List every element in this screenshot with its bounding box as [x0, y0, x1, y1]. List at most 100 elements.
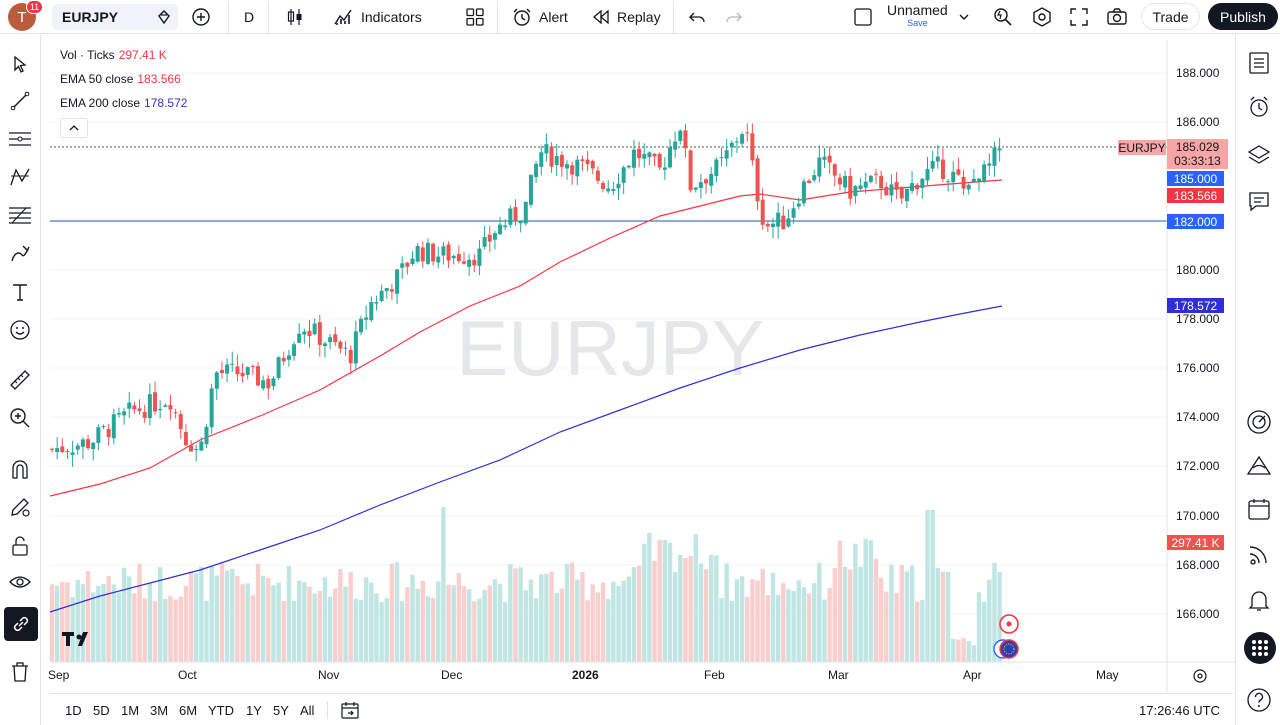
snapshot-camera-icon[interactable] — [1106, 5, 1128, 29]
indicators-button[interactable]: Indicators — [333, 5, 422, 29]
candle-body — [539, 152, 544, 167]
volume-bar — [652, 560, 657, 662]
tradingview-logo-icon[interactable] — [62, 632, 88, 646]
range-all-button[interactable]: All — [300, 703, 315, 718]
ema200-legend[interactable]: EMA 200 close 178.572 — [60, 96, 187, 110]
replay-button[interactable]: Replay — [591, 5, 661, 29]
brush-icon[interactable] — [8, 242, 32, 266]
volume-bar — [765, 595, 771, 662]
ema50-legend[interactable]: EMA 50 close 183.566 — [60, 72, 181, 86]
indicators-icon — [334, 9, 352, 25]
trash-icon[interactable] — [8, 660, 32, 684]
candle-body — [719, 157, 724, 159]
range-1d-button[interactable]: 1D — [65, 703, 82, 718]
layout-chevron-down-icon[interactable] — [957, 5, 971, 29]
price-chart[interactable]: EURJPY — [0, 0, 1235, 693]
layout-name-button[interactable]: Unnamed Save — [887, 3, 948, 29]
layers-icon[interactable] — [1246, 142, 1272, 168]
volume-bar — [801, 587, 807, 662]
volume-bar — [286, 565, 292, 662]
ruler-icon[interactable] — [8, 368, 32, 392]
broadcast-icon[interactable] — [1246, 541, 1272, 567]
candle-body — [60, 446, 65, 453]
trend-line-icon[interactable] — [8, 89, 32, 113]
eu-event-flag-icon[interactable] — [993, 639, 1019, 659]
add-symbol-icon[interactable] — [191, 5, 211, 29]
target-icon[interactable] — [1246, 409, 1272, 435]
candle-body — [158, 408, 163, 411]
volume-bar — [667, 542, 673, 662]
alerts-clock-icon[interactable] — [1246, 94, 1272, 120]
candle-body — [848, 176, 853, 199]
eye-icon[interactable] — [8, 570, 32, 594]
candle-body — [874, 173, 878, 175]
volume-bar — [260, 575, 266, 662]
emoji-icon[interactable] — [8, 318, 32, 342]
templates-icon[interactable] — [466, 5, 484, 29]
link-icon[interactable] — [4, 607, 38, 641]
utc-clock[interactable]: 17:26:46 UTC — [1139, 703, 1220, 718]
candles-type-icon[interactable] — [285, 5, 305, 29]
fullscreen-icon[interactable] — [1069, 5, 1089, 29]
goto-date-calendar-icon[interactable] — [340, 700, 360, 725]
apps-grid-icon[interactable] — [1244, 632, 1276, 664]
text-tool-icon[interactable] — [8, 280, 32, 304]
calendar-icon[interactable] — [1246, 496, 1272, 522]
volume-bar — [662, 539, 668, 662]
quick-search-icon[interactable] — [992, 5, 1014, 29]
redo-icon[interactable] — [724, 5, 744, 29]
volume-bar — [930, 510, 935, 662]
volume-bar — [951, 638, 956, 662]
candle-body — [565, 164, 569, 169]
undo-icon[interactable] — [687, 5, 707, 29]
range-3m-button[interactable]: 3M — [150, 703, 169, 718]
fibonacci-icon[interactable] — [8, 203, 32, 227]
range-5y-button[interactable]: 5Y — [273, 703, 289, 718]
volume-bar — [178, 596, 183, 662]
layout-checkbox-icon[interactable] — [853, 5, 873, 29]
interval-button[interactable]: D — [244, 5, 254, 29]
candle-body — [863, 181, 868, 188]
alert-button[interactable]: Alert — [511, 5, 568, 29]
candle-body — [374, 302, 379, 304]
volume-bar — [389, 563, 395, 662]
stay-in-drawing-pencil-icon[interactable] — [8, 495, 32, 519]
publish-button[interactable]: Publish — [1208, 3, 1278, 30]
help-icon[interactable] — [1246, 687, 1272, 713]
range-5d-button[interactable]: 5D — [93, 703, 110, 718]
watchlist-icon[interactable] — [1246, 50, 1272, 76]
ideas-icon[interactable] — [1246, 453, 1272, 479]
lock-icon[interactable] — [8, 534, 32, 558]
candle-body — [894, 182, 899, 190]
event-marker-icon[interactable] — [999, 614, 1019, 634]
symbol-search[interactable]: EURJPY — [52, 4, 178, 30]
range-1y-button[interactable]: 1Y — [246, 703, 262, 718]
pattern-tool-icon[interactable] — [8, 165, 32, 189]
settings-gear-icon[interactable] — [1031, 5, 1053, 29]
horizontal-lines-icon[interactable] — [8, 127, 32, 151]
volume-legend[interactable]: Vol · Ticks 297.41 K — [60, 48, 167, 62]
notifications-bell-icon[interactable] — [1246, 587, 1272, 613]
candle-body — [132, 405, 137, 410]
legend-collapse-button[interactable] — [60, 118, 88, 138]
range-6m-button[interactable]: 6M — [179, 703, 198, 718]
candle-body — [199, 441, 204, 451]
range-1m-button[interactable]: 1M — [121, 703, 140, 718]
zoom-in-icon[interactable] — [8, 406, 32, 430]
cursor-arrow-icon[interactable] — [8, 52, 32, 76]
axis-settings-gear-icon[interactable] — [1193, 669, 1207, 683]
ema200-legend-label: EMA 200 close — [60, 96, 141, 110]
bar-countdown: 03:33:13 — [1174, 154, 1221, 168]
candle-body — [163, 405, 168, 407]
volume-bar — [188, 571, 194, 662]
compare-symbol-icon[interactable] — [156, 9, 172, 28]
range-ytd-button[interactable]: YTD — [208, 703, 234, 718]
volume-bar — [379, 601, 384, 662]
magnet-icon[interactable] — [8, 457, 32, 481]
chat-icon[interactable] — [1246, 188, 1272, 214]
candle-body — [168, 405, 173, 410]
candle-body — [204, 426, 209, 445]
candle-body — [250, 366, 255, 368]
trade-button[interactable]: Trade — [1141, 3, 1200, 30]
